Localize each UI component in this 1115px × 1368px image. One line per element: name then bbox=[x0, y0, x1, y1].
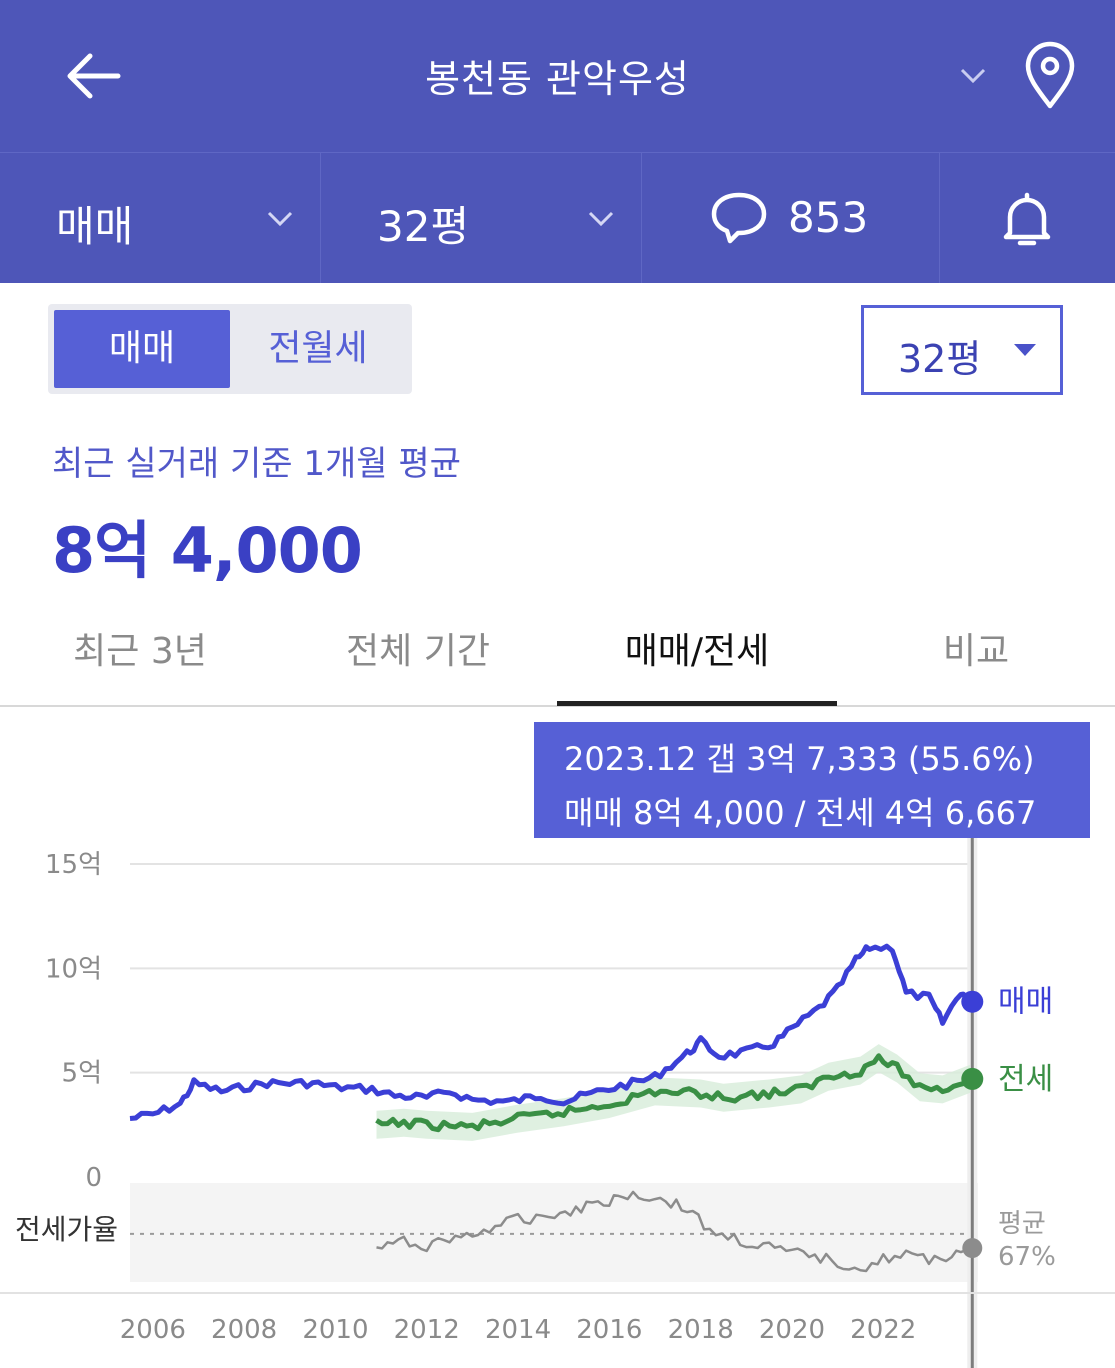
bell-icon bbox=[1003, 192, 1051, 246]
chevron-down-icon[interactable] bbox=[958, 60, 988, 90]
chart-bottom-divider bbox=[0, 1292, 1115, 1294]
comment-count: 853 bbox=[788, 193, 869, 242]
ratio-end-point bbox=[962, 1238, 983, 1259]
tab-all-period[interactable]: 전체 기간 bbox=[346, 631, 490, 672]
size-dropdown-value: 32평 bbox=[898, 337, 982, 381]
x-tick-label: 2008 bbox=[211, 1315, 277, 1345]
y-tick-label: 10억 bbox=[45, 954, 102, 984]
size-label: 32평 bbox=[377, 202, 470, 251]
series-end-point bbox=[961, 1067, 984, 1090]
chart-tooltip: 2023.12 갭 3억 7,333 (55.6%) 매매 8억 4,000 /… bbox=[534, 722, 1090, 838]
tooltip-line-gap: 2023.12 갭 3억 7,333 (55.6%) bbox=[564, 740, 1035, 778]
deal-toggle: 매매 전월세 bbox=[48, 304, 412, 394]
tab-divider bbox=[0, 705, 1115, 707]
page-title[interactable]: 봉천동 관악우성 bbox=[425, 57, 690, 101]
tab-recent-3y[interactable]: 최근 3년 bbox=[73, 631, 207, 672]
x-tick-label: 2006 bbox=[120, 1315, 186, 1345]
comments-button[interactable]: 853 bbox=[642, 153, 940, 283]
summary-price: 8억 4,000 bbox=[52, 514, 363, 587]
summary-label: 최근 실거래 기준 1개월 평균 bbox=[52, 444, 461, 484]
y-tick-label: 5억 bbox=[62, 1059, 102, 1089]
arrow-left-icon[interactable] bbox=[64, 48, 124, 104]
x-tick-label: 2020 bbox=[759, 1315, 825, 1345]
y-tick-label: 0 bbox=[85, 1163, 102, 1193]
toggle-sale[interactable]: 매매 bbox=[54, 310, 230, 388]
series-end-point bbox=[961, 990, 984, 1013]
toggle-rent[interactable]: 전월세 bbox=[268, 328, 368, 369]
deal-type-label: 매매 bbox=[56, 202, 134, 251]
chevron-down-icon bbox=[267, 211, 293, 227]
tab-sale-jeonse[interactable]: 매매/전세 bbox=[624, 631, 770, 672]
top-bar: 봉천동 관악우성 bbox=[0, 0, 1115, 152]
series-label: 매매 bbox=[998, 985, 1053, 1020]
ratio-label: 전세가율 bbox=[15, 1213, 118, 1246]
size-dropdown[interactable]: 32평 bbox=[861, 305, 1063, 395]
active-tab-indicator bbox=[557, 701, 837, 706]
average-label: 평균 bbox=[998, 1209, 1046, 1239]
x-tick-label: 2016 bbox=[576, 1315, 642, 1345]
x-tick-label: 2012 bbox=[394, 1315, 460, 1345]
series-line-sale bbox=[129, 943, 973, 1121]
series-label: 전세 bbox=[998, 1062, 1053, 1097]
x-tick-label: 2022 bbox=[850, 1315, 916, 1345]
average-value: 67% bbox=[998, 1242, 1056, 1272]
y-tick-label: 15억 bbox=[45, 850, 102, 880]
chevron-down-icon bbox=[588, 211, 614, 227]
tooltip-line-prices: 매매 8억 4,000 / 전세 4억 6,667 bbox=[564, 794, 1037, 832]
x-tick-label: 2018 bbox=[668, 1315, 734, 1345]
filter-bar: 매매 32평 853 bbox=[0, 152, 1115, 283]
caret-down-icon bbox=[1014, 344, 1036, 356]
x-tick-label: 2010 bbox=[302, 1315, 368, 1345]
ratio-band-bg bbox=[130, 1183, 978, 1282]
x-tick-label: 2014 bbox=[485, 1315, 551, 1345]
deal-type-select[interactable]: 매매 bbox=[0, 153, 321, 283]
map-pin-icon[interactable] bbox=[1022, 40, 1078, 110]
speech-bubble-icon bbox=[711, 192, 767, 244]
tab-compare[interactable]: 비교 bbox=[942, 631, 1010, 672]
notification-button[interactable] bbox=[940, 153, 1115, 283]
ratio-line bbox=[376, 1190, 971, 1273]
series-line-jeonse bbox=[375, 1053, 972, 1133]
size-select[interactable]: 32평 bbox=[321, 153, 642, 283]
